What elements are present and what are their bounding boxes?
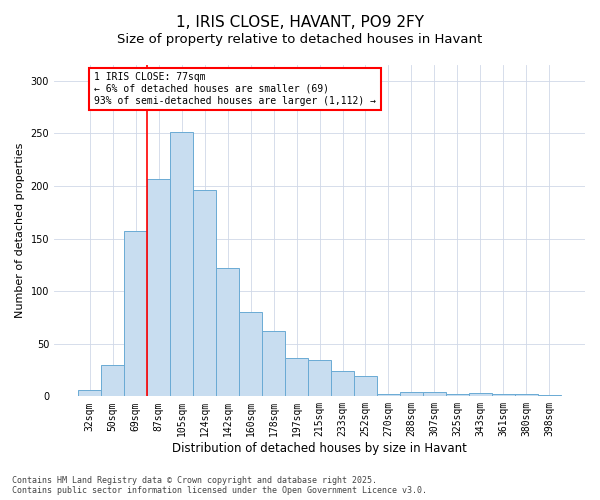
Bar: [423, 392, 446, 396]
Bar: [308, 360, 331, 397]
Bar: [377, 394, 400, 396]
Bar: [124, 231, 147, 396]
Bar: [354, 376, 377, 396]
Bar: [101, 365, 124, 396]
Bar: [515, 394, 538, 396]
Bar: [216, 268, 239, 396]
Bar: [400, 392, 423, 396]
Bar: [492, 394, 515, 396]
Bar: [285, 358, 308, 397]
Bar: [78, 390, 101, 396]
Bar: [193, 190, 216, 396]
Bar: [331, 371, 354, 396]
Text: Contains HM Land Registry data © Crown copyright and database right 2025.
Contai: Contains HM Land Registry data © Crown c…: [12, 476, 427, 495]
Bar: [147, 178, 170, 396]
Bar: [170, 132, 193, 396]
X-axis label: Distribution of detached houses by size in Havant: Distribution of detached houses by size …: [172, 442, 467, 455]
Bar: [239, 312, 262, 396]
Bar: [469, 393, 492, 396]
Bar: [262, 331, 285, 396]
Text: 1 IRIS CLOSE: 77sqm
← 6% of detached houses are smaller (69)
93% of semi-detache: 1 IRIS CLOSE: 77sqm ← 6% of detached hou…: [94, 72, 376, 106]
Y-axis label: Number of detached properties: Number of detached properties: [15, 143, 25, 318]
Bar: [446, 394, 469, 396]
Text: Size of property relative to detached houses in Havant: Size of property relative to detached ho…: [118, 32, 482, 46]
Text: 1, IRIS CLOSE, HAVANT, PO9 2FY: 1, IRIS CLOSE, HAVANT, PO9 2FY: [176, 15, 424, 30]
